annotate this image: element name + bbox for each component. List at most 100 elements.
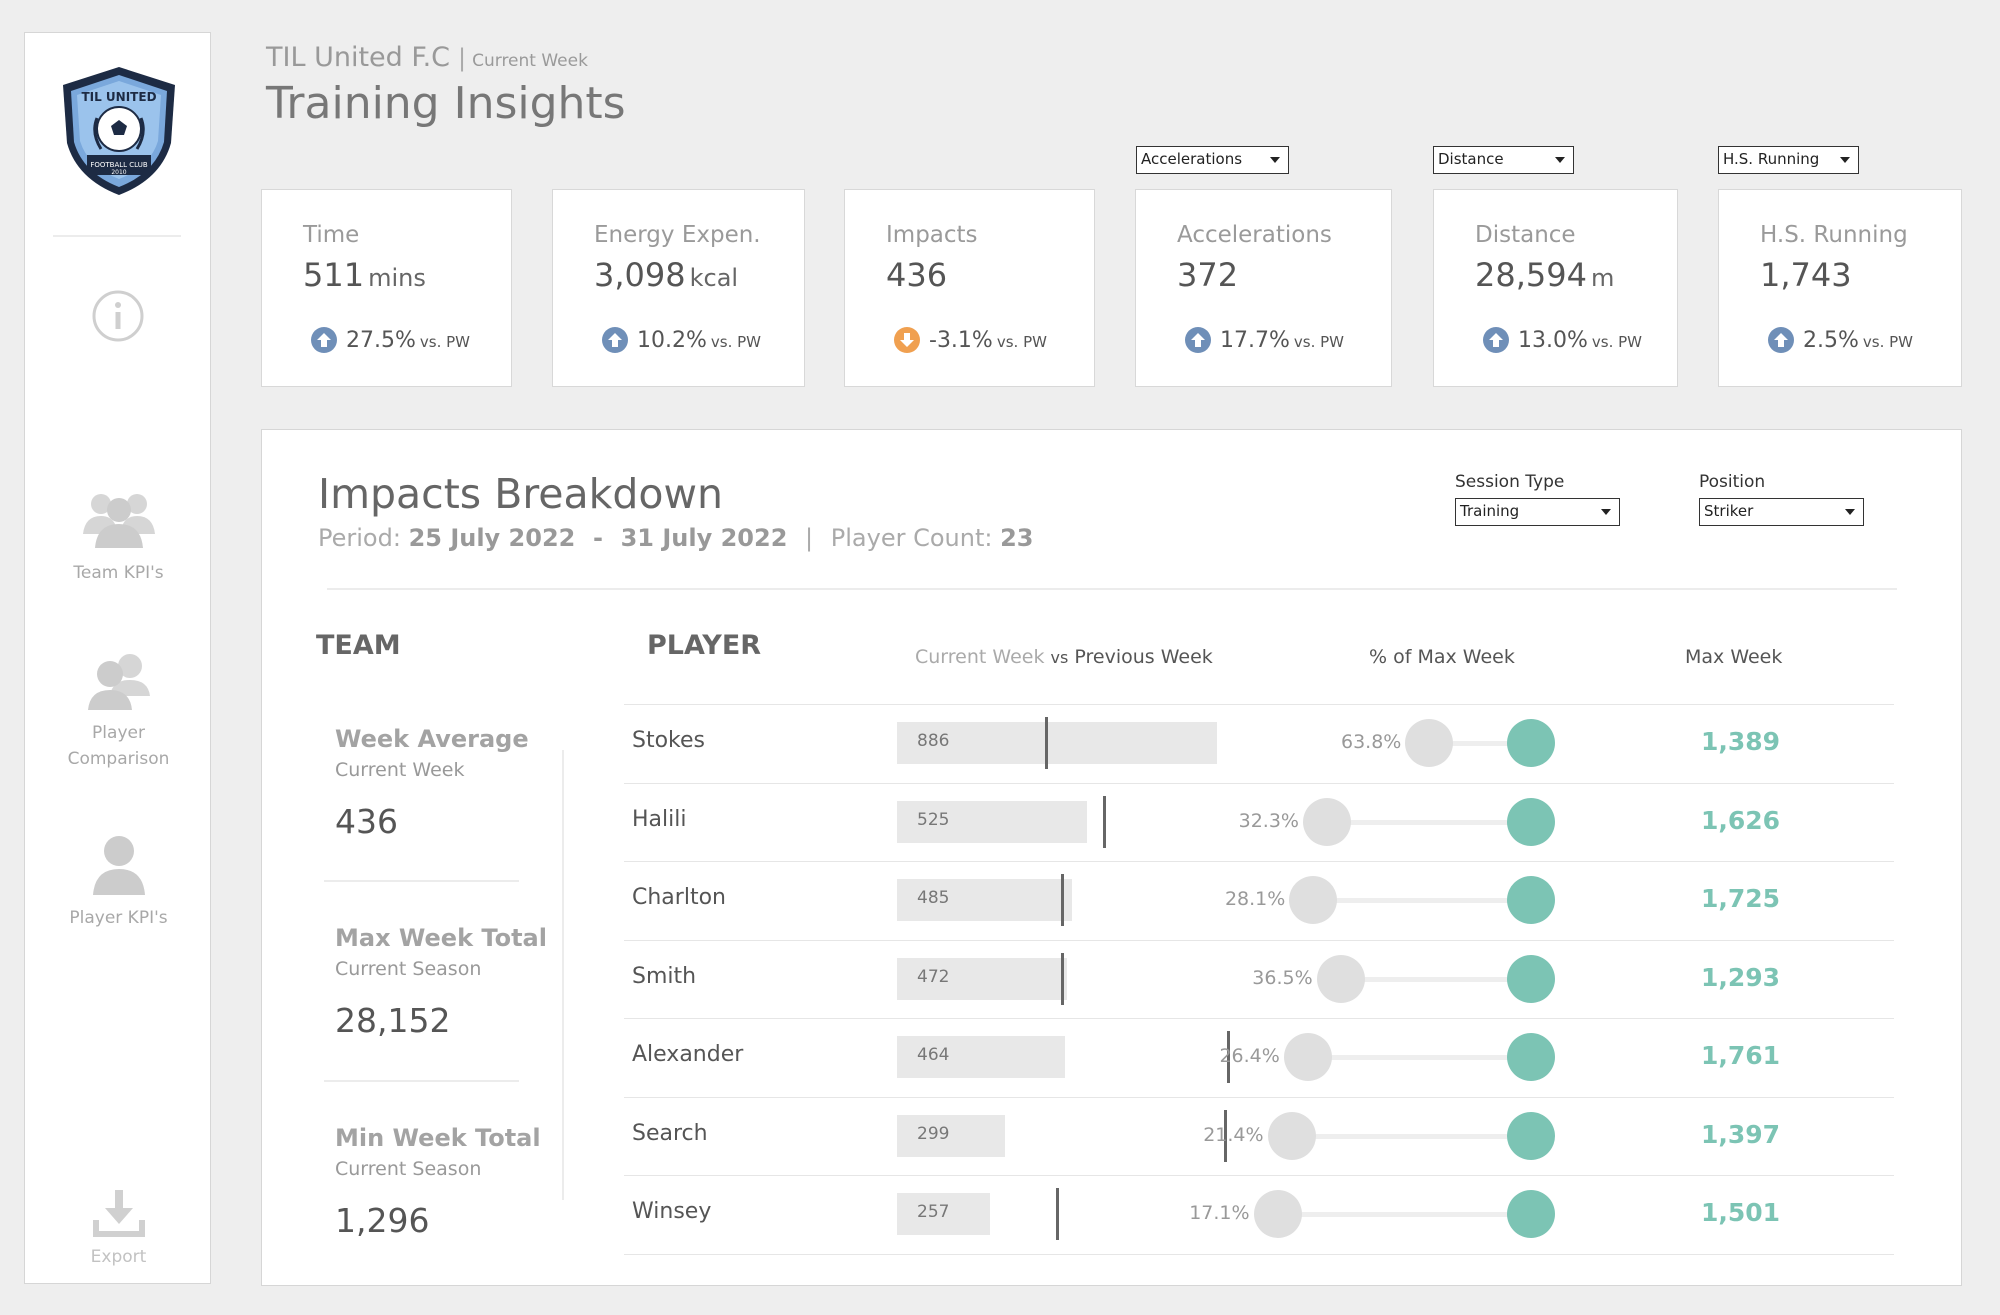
max-week-total-label: Max Week Total (335, 924, 547, 952)
kpi-card-hs-running: H.S. Running 1,743 2.5% vs. PW (1718, 189, 1962, 387)
max-week-dot (1507, 1111, 1555, 1160)
kpi-card-impacts: Impacts 436 -3.1% vs. PW (844, 189, 1095, 387)
kpi-value: 436 (886, 256, 947, 294)
previous-week-marker (1061, 952, 1065, 1005)
min-week-total-value: 1,296 (335, 1201, 430, 1240)
previous-week-marker (1102, 795, 1106, 848)
player-name[interactable]: Alexander (632, 1042, 744, 1068)
kpi-number: 511 (303, 256, 365, 294)
arrow-up-icon (1185, 327, 1211, 353)
current-pct-dot (1283, 1033, 1332, 1082)
kpi-label: Energy Expen. (594, 222, 761, 248)
dropdown-value: Training (1460, 502, 1520, 520)
pct-label: 26.4% (1219, 1045, 1280, 1068)
club-name-text: TIL United F.C (266, 42, 451, 73)
kpi-number: 1,743 (1760, 256, 1852, 294)
row-divider (624, 1175, 1894, 1176)
dropdown-value: Accelerations (1141, 150, 1243, 168)
current-week-bar (897, 800, 1087, 843)
current-pct-dot (1405, 719, 1454, 768)
kpi-unit: mins (368, 264, 426, 292)
kpi-delta-pct: 10.2% (637, 327, 707, 353)
pct-max-week-header: % of Max Week (1369, 646, 1515, 668)
max-week-dot (1507, 719, 1555, 768)
max-week-value: 1,293 (1701, 962, 1781, 992)
dropdown-value: H.S. Running (1723, 150, 1820, 168)
player-name[interactable]: Search (632, 1120, 708, 1146)
week-average-value: 436 (335, 802, 398, 841)
max-week-dot (1507, 954, 1555, 1003)
sidebar-item-player-kpis[interactable]: Player KPI's (25, 833, 212, 931)
kpi-unit: m (1590, 264, 1615, 292)
kpi-card-accelerations: Accelerations 372 17.7% vs. PW (1135, 189, 1392, 387)
kpi-delta-pct: -3.1% (929, 327, 993, 353)
kpi-value: 28,594 m (1475, 256, 1614, 294)
export-button[interactable]: Export (25, 1188, 212, 1270)
pct-track (1277, 1212, 1531, 1218)
week-label: Current Week (472, 51, 588, 71)
pct-label: 36.5% (1252, 966, 1313, 989)
team-vertical-divider (562, 750, 564, 1200)
breakdown-divider (327, 588, 1897, 590)
kpi-card-distance: Distance 28,594 m 13.0% vs. PW (1433, 189, 1678, 387)
max-week-value: 1,626 (1701, 805, 1781, 835)
distance-dropdown[interactable]: Distance (1433, 146, 1574, 174)
player-name[interactable]: Halili (632, 806, 687, 832)
pct-label: 32.3% (1238, 809, 1299, 832)
pct-track (1313, 898, 1531, 904)
pct-track (1307, 1055, 1531, 1061)
pct-label: 21.4% (1203, 1123, 1264, 1146)
sidebar-item-label: Team KPI's (73, 563, 164, 583)
position-dropdown[interactable]: Striker (1699, 498, 1864, 526)
player-count-label: Player Count: (830, 524, 993, 552)
player-icon (92, 836, 145, 895)
kpi-delta: 17.7% vs. PW (1184, 325, 1344, 355)
kpi-delta-vs: vs. PW (419, 333, 470, 351)
player-name[interactable]: Stokes (632, 728, 706, 754)
row-divider (624, 704, 1894, 705)
min-week-total-label: Min Week Total (335, 1124, 541, 1152)
max-week-total-value: 28,152 (335, 1001, 451, 1040)
max-week-value: 1,761 (1701, 1041, 1781, 1071)
team-icon (82, 494, 155, 548)
team-header: TEAM (316, 630, 401, 661)
arrow-up-icon (602, 327, 628, 353)
header-separator: | (458, 44, 467, 72)
current-vs-previous-header: Current Week vs Previous Week (915, 646, 1213, 668)
kpi-card-time: Time 511 mins 27.5% vs. PW (261, 189, 512, 387)
kpi-label: Distance (1475, 222, 1576, 248)
chevron-down-icon (1555, 157, 1565, 163)
pct-track (1340, 976, 1531, 982)
previous-week-marker (1223, 1109, 1227, 1162)
sidebar-item-label: Player KPI's (69, 908, 168, 928)
current-pct-dot (1316, 954, 1365, 1003)
pct-label: 63.8% (1340, 731, 1402, 754)
sidebar-item-label: Player Comparison (25, 720, 212, 772)
accelerations-dropdown[interactable]: Accelerations (1136, 146, 1289, 174)
period-separator: | (805, 524, 814, 552)
kpi-delta-pct: 2.5% (1803, 327, 1859, 353)
player-name[interactable]: Winsey (632, 1199, 712, 1225)
info-icon[interactable] (91, 289, 145, 343)
sidebar-item-player-comparison[interactable]: Player Comparison (25, 650, 212, 772)
player-name[interactable]: Smith (632, 963, 697, 989)
current-pct-dot (1302, 797, 1351, 846)
session-type-dropdown[interactable]: Training (1455, 498, 1620, 526)
club-logo: FOOTBALL CLUB 2010 TIL UNITED (63, 67, 175, 195)
kpi-delta: 2.5% vs. PW (1767, 325, 1913, 355)
sidebar-item-label-line1: Player (92, 723, 145, 743)
pct-label: 28.1% (1224, 888, 1286, 911)
kpi-label: Impacts (886, 222, 978, 248)
sidebar-item-team-kpis[interactable]: Team KPI's (25, 488, 212, 586)
max-week-dot (1507, 1033, 1555, 1082)
arrow-down-icon (894, 327, 920, 353)
period-start: 25 July 2022 (408, 524, 576, 552)
previous-week-marker (1227, 1031, 1231, 1084)
download-icon (92, 1190, 145, 1237)
chevron-down-icon (1840, 157, 1850, 163)
player-name[interactable]: Charlton (632, 885, 726, 911)
arrow-up-icon (311, 327, 337, 353)
kpi-delta: -3.1% vs. PW (893, 325, 1047, 355)
kpi-number: 372 (1177, 256, 1239, 294)
hs-running-dropdown[interactable]: H.S. Running (1718, 146, 1859, 174)
